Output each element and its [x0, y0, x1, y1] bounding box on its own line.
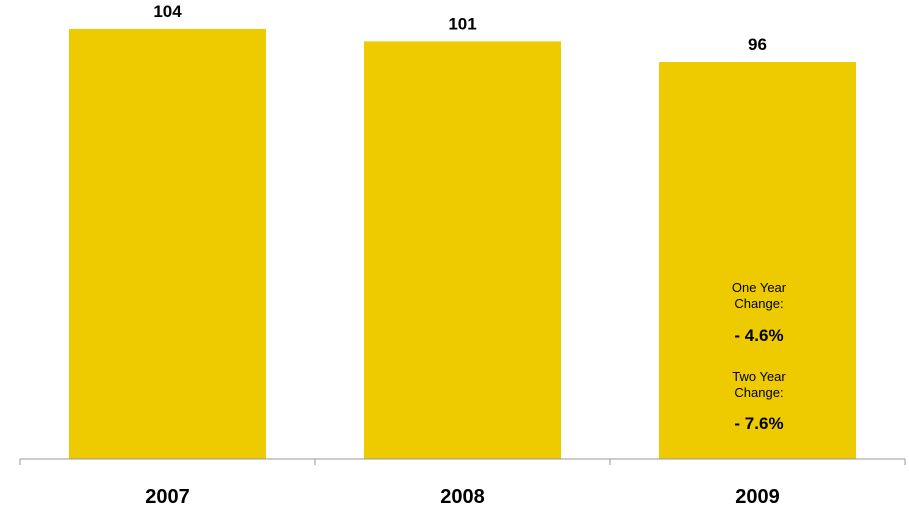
one-year-change-label: One Year Change: — [704, 280, 814, 312]
value-label-2007: 104 — [153, 2, 182, 21]
value-labels-group: 104 101 96 — [153, 2, 767, 54]
value-label-2008: 101 — [448, 14, 476, 33]
two-year-change-label: Two Year Change: — [704, 369, 814, 401]
bars-group — [69, 28, 856, 460]
category-label-2008: 2008 — [440, 486, 485, 508]
category-label-2009: 2009 — [735, 486, 780, 508]
category-labels-group: 2007 2008 2009 — [145, 486, 780, 508]
one-year-change-value: - 4.6% — [734, 326, 784, 345]
one-year-label-line2: Change: — [734, 296, 784, 311]
two-year-change-value: - 7.6% — [734, 414, 784, 433]
value-label-2009: 96 — [748, 35, 767, 54]
bar-2008 — [364, 41, 561, 460]
category-label-2007: 2007 — [145, 486, 190, 508]
one-year-label-line1: One Year — [731, 280, 787, 295]
two-year-label-line1: Two Year — [732, 369, 786, 384]
two-year-label-line2: Change: — [734, 385, 784, 400]
bar-2009 — [659, 62, 856, 459]
x-axis-ticks — [19, 459, 906, 465]
bar-2007 — [69, 28, 266, 459]
